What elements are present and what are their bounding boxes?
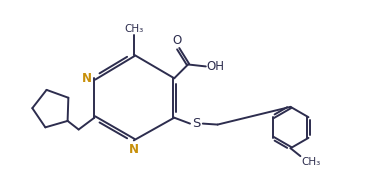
Text: CH₃: CH₃ [301, 157, 320, 167]
Text: N: N [81, 72, 91, 85]
Text: S: S [192, 117, 200, 130]
Text: OH: OH [207, 60, 225, 73]
Text: CH₃: CH₃ [124, 24, 144, 34]
Text: O: O [173, 34, 182, 47]
Text: N: N [129, 143, 139, 156]
